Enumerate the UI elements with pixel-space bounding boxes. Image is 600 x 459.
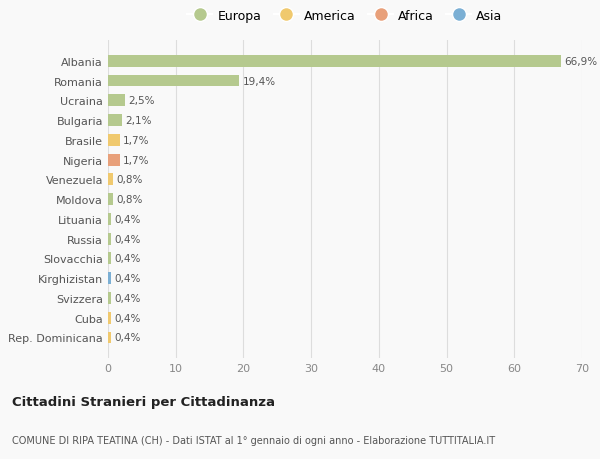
Bar <box>108 233 111 245</box>
Text: 0,8%: 0,8% <box>117 175 143 185</box>
Text: 2,1%: 2,1% <box>125 116 152 126</box>
Text: 0,4%: 0,4% <box>114 274 140 284</box>
Text: 0,4%: 0,4% <box>114 214 140 224</box>
Bar <box>108 134 119 146</box>
Bar <box>108 75 239 87</box>
Bar <box>108 174 113 186</box>
Text: 0,4%: 0,4% <box>114 333 140 343</box>
Text: 0,8%: 0,8% <box>117 195 143 205</box>
Bar <box>108 253 111 265</box>
Text: 1,7%: 1,7% <box>123 135 149 146</box>
Text: 66,9%: 66,9% <box>565 56 598 67</box>
Text: 0,4%: 0,4% <box>114 313 140 323</box>
Text: COMUNE DI RIPA TEATINA (CH) - Dati ISTAT al 1° gennaio di ogni anno - Elaborazio: COMUNE DI RIPA TEATINA (CH) - Dati ISTAT… <box>12 435 495 445</box>
Text: 2,5%: 2,5% <box>128 96 155 106</box>
Text: 19,4%: 19,4% <box>243 76 276 86</box>
Bar <box>108 194 113 206</box>
Bar <box>108 154 119 166</box>
Bar <box>108 332 111 344</box>
Text: Cittadini Stranieri per Cittadinanza: Cittadini Stranieri per Cittadinanza <box>12 396 275 409</box>
Bar <box>108 312 111 324</box>
Bar <box>108 273 111 285</box>
Bar <box>108 95 125 107</box>
Text: 0,4%: 0,4% <box>114 293 140 303</box>
Bar <box>108 292 111 304</box>
Bar <box>108 115 122 127</box>
Bar <box>108 213 111 225</box>
Text: 0,4%: 0,4% <box>114 234 140 244</box>
Bar <box>108 56 561 67</box>
Text: 1,7%: 1,7% <box>123 155 149 165</box>
Text: 0,4%: 0,4% <box>114 254 140 264</box>
Legend: Europa, America, Africa, Asia: Europa, America, Africa, Asia <box>187 10 503 22</box>
